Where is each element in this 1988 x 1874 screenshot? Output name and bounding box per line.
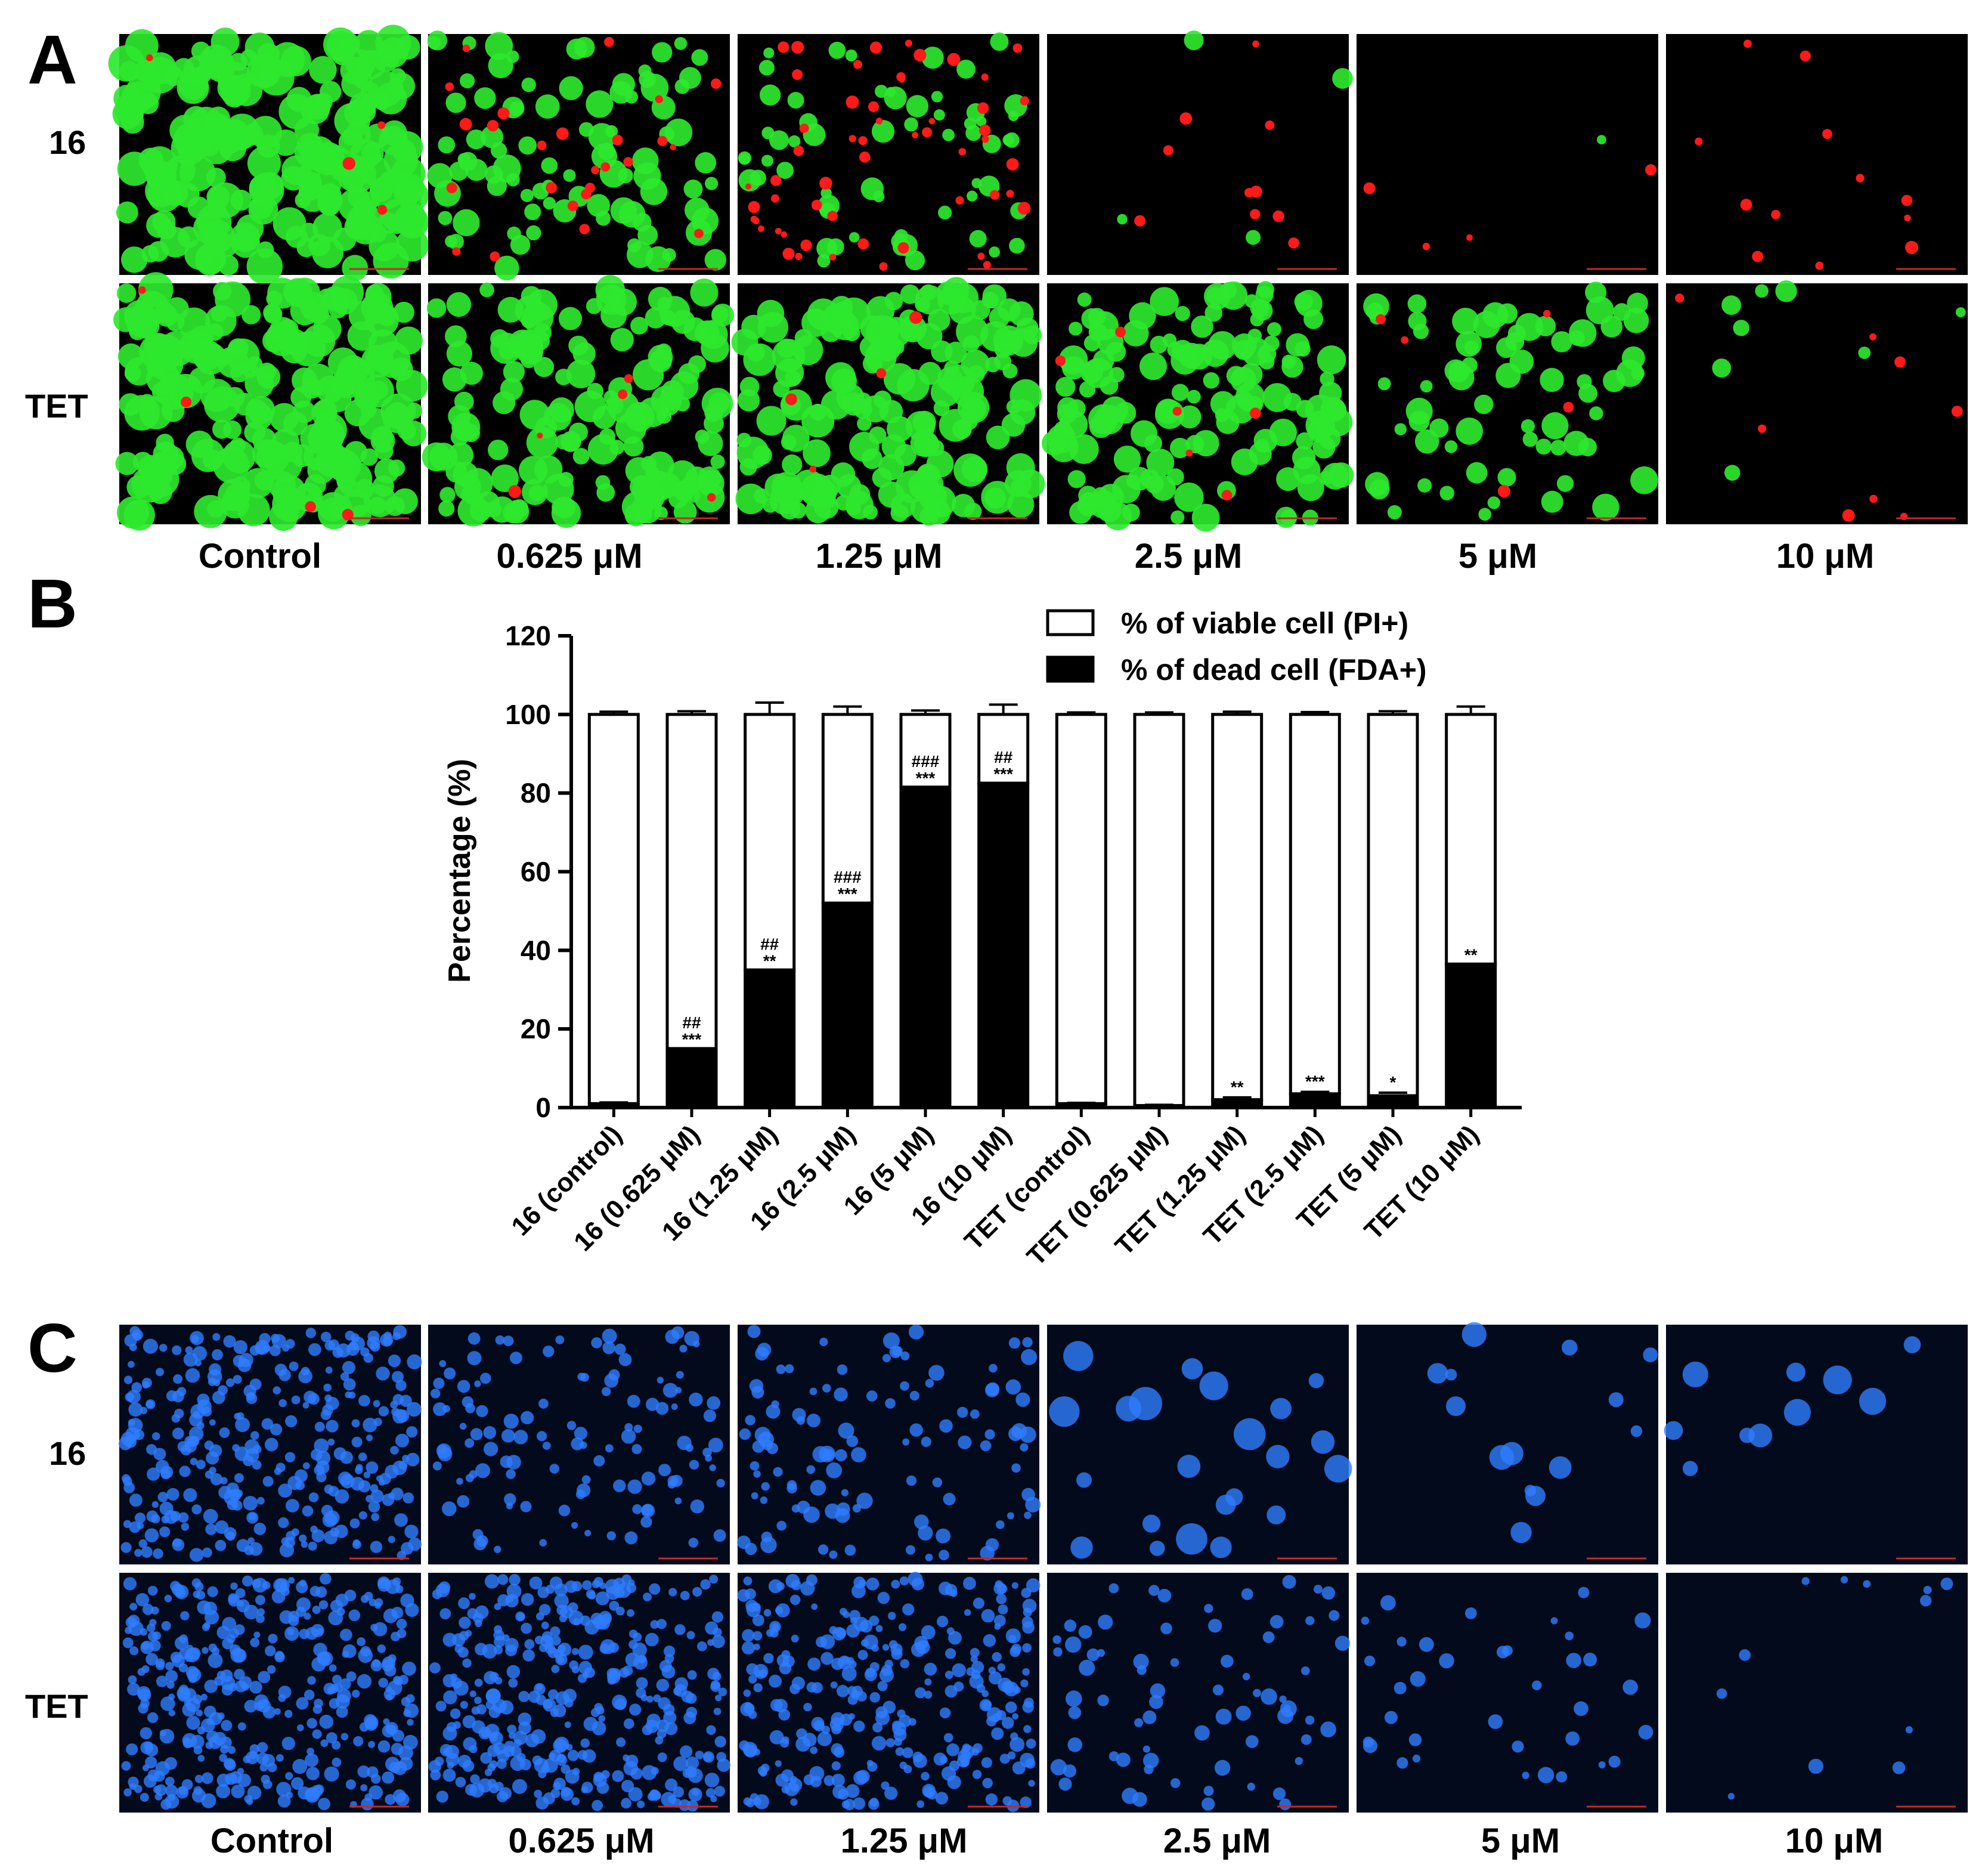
col-label-125: 1.25 μM <box>816 537 943 576</box>
y-tick-label: 80 <box>521 778 551 809</box>
significance-hashes: ## <box>682 1013 701 1032</box>
row-label-16: 16 <box>49 1434 86 1472</box>
y-tick-label: 0 <box>535 1092 551 1123</box>
micrograph-tile <box>428 1325 730 1564</box>
y-tick-label: 60 <box>521 856 551 887</box>
row-label-tet: TET <box>25 387 88 425</box>
panel-letter-b: B <box>27 565 78 642</box>
micrograph-tile <box>1357 1322 1658 1564</box>
significance-stars: *** <box>916 769 936 787</box>
x-tick-label: TET (0.625 μM) <box>1021 1120 1173 1271</box>
significance-hashes: ### <box>834 868 862 886</box>
micrograph-tile <box>113 272 428 531</box>
col-label-10: 10 μM <box>1785 1822 1883 1860</box>
significance-hashes: ## <box>760 935 779 953</box>
bar-dead <box>899 786 952 1109</box>
bar-dead <box>744 968 796 1109</box>
panel-letter-a: A <box>27 21 78 98</box>
col-label-0625: 0.625 μM <box>508 1822 654 1860</box>
bar-viable <box>1367 713 1419 1097</box>
col-label-control: Control <box>199 537 321 576</box>
legend-swatch-viable <box>1046 609 1095 636</box>
significance-stars: ** <box>1464 945 1478 964</box>
legend-swatch-dead <box>1046 655 1095 683</box>
micrograph-tile <box>428 1573 730 1813</box>
panel-letter-c: C <box>27 1309 78 1387</box>
bar-dead <box>1445 962 1497 1109</box>
micrograph-tile <box>1666 34 1968 275</box>
col-label-0625: 0.625 μM <box>496 537 642 576</box>
micrograph-tile <box>1357 282 1658 524</box>
micrograph-tile <box>1664 1325 1968 1564</box>
row-label-tet: TET <box>25 1687 88 1725</box>
panel-b-chart: B Percentage (%) ***##**##***###***###**… <box>27 565 1522 1272</box>
significance-stars: *** <box>1305 1072 1325 1091</box>
micrograph-tile <box>1357 1573 1658 1813</box>
micrograph-tile <box>1042 281 1354 532</box>
y-tick-label: 40 <box>521 935 551 966</box>
micrograph-tile <box>1047 1325 1352 1564</box>
micrograph-tile <box>1666 280 1968 524</box>
row-label-16: 16 <box>49 123 86 161</box>
bar-viable <box>1289 713 1341 1096</box>
bar-dead <box>821 901 874 1109</box>
y-axis-title: Percentage (%) <box>442 759 477 983</box>
micrograph-tile <box>738 32 1039 275</box>
bar-viable <box>587 713 640 1105</box>
micrograph-tile <box>1357 34 1658 275</box>
micrograph-tile <box>1047 1573 1351 1813</box>
panel-c-micrographs: C 16 TET Control 0.625 μM 1.25 μM 2.5 μM… <box>25 1309 1968 1860</box>
micrograph-tile <box>119 1325 422 1564</box>
panel-a-micrographs: A 16 TET Control 0.625 μM 1.25 μM 2.5 μM… <box>25 21 1968 576</box>
micrograph-tile <box>427 30 730 281</box>
micrograph-tile <box>108 24 429 284</box>
y-tick-label: 120 <box>505 620 551 651</box>
legend-label-dead: % of dead cell (FDA+) <box>1121 653 1427 686</box>
significance-stars: ** <box>1231 1078 1244 1096</box>
y-tick-label: 100 <box>505 699 551 730</box>
bar-viable <box>1133 713 1185 1108</box>
significance-stars: *** <box>682 1030 702 1049</box>
significance-stars: * <box>1390 1073 1396 1091</box>
bar-viable <box>744 713 796 972</box>
y-tick-label: 20 <box>521 1013 551 1044</box>
significance-stars: *** <box>993 765 1013 783</box>
significance-hashes: ### <box>912 752 940 771</box>
micrograph-tile <box>1047 30 1354 275</box>
micrograph-tile <box>119 1573 421 1813</box>
bar-viable <box>1211 713 1264 1102</box>
col-label-125: 1.25 μM <box>841 1822 968 1860</box>
bar-dead <box>977 781 1030 1109</box>
bar-viable <box>821 713 874 905</box>
micrograph-tile <box>731 277 1045 526</box>
col-label-control: Control <box>210 1822 333 1860</box>
bar-dead <box>1289 1092 1341 1109</box>
bar-viable <box>1055 713 1107 1105</box>
col-label-10: 10 μM <box>1776 537 1874 576</box>
micrograph-tile <box>422 275 735 528</box>
bar-viable <box>665 713 718 1050</box>
col-label-25: 2.5 μM <box>1163 1822 1271 1860</box>
micrograph-tile <box>737 1324 1041 1564</box>
bar-dead <box>665 1047 718 1109</box>
legend-label-viable: % of viable cell (PI+) <box>1121 607 1408 640</box>
bar-viable <box>1445 713 1497 966</box>
significance-stars: ** <box>763 951 776 970</box>
significance-hashes: ## <box>994 748 1013 766</box>
col-label-5: 5 μM <box>1459 537 1537 576</box>
significance-stars: *** <box>838 885 857 903</box>
col-label-25: 2.5 μM <box>1135 537 1243 576</box>
col-label-5: 5 μM <box>1481 1822 1560 1860</box>
micrograph-tile <box>1666 1573 1968 1813</box>
micrograph-tile <box>737 1572 1041 1813</box>
legend: % of viable cell (PI+) % of dead cell (F… <box>1046 607 1427 686</box>
